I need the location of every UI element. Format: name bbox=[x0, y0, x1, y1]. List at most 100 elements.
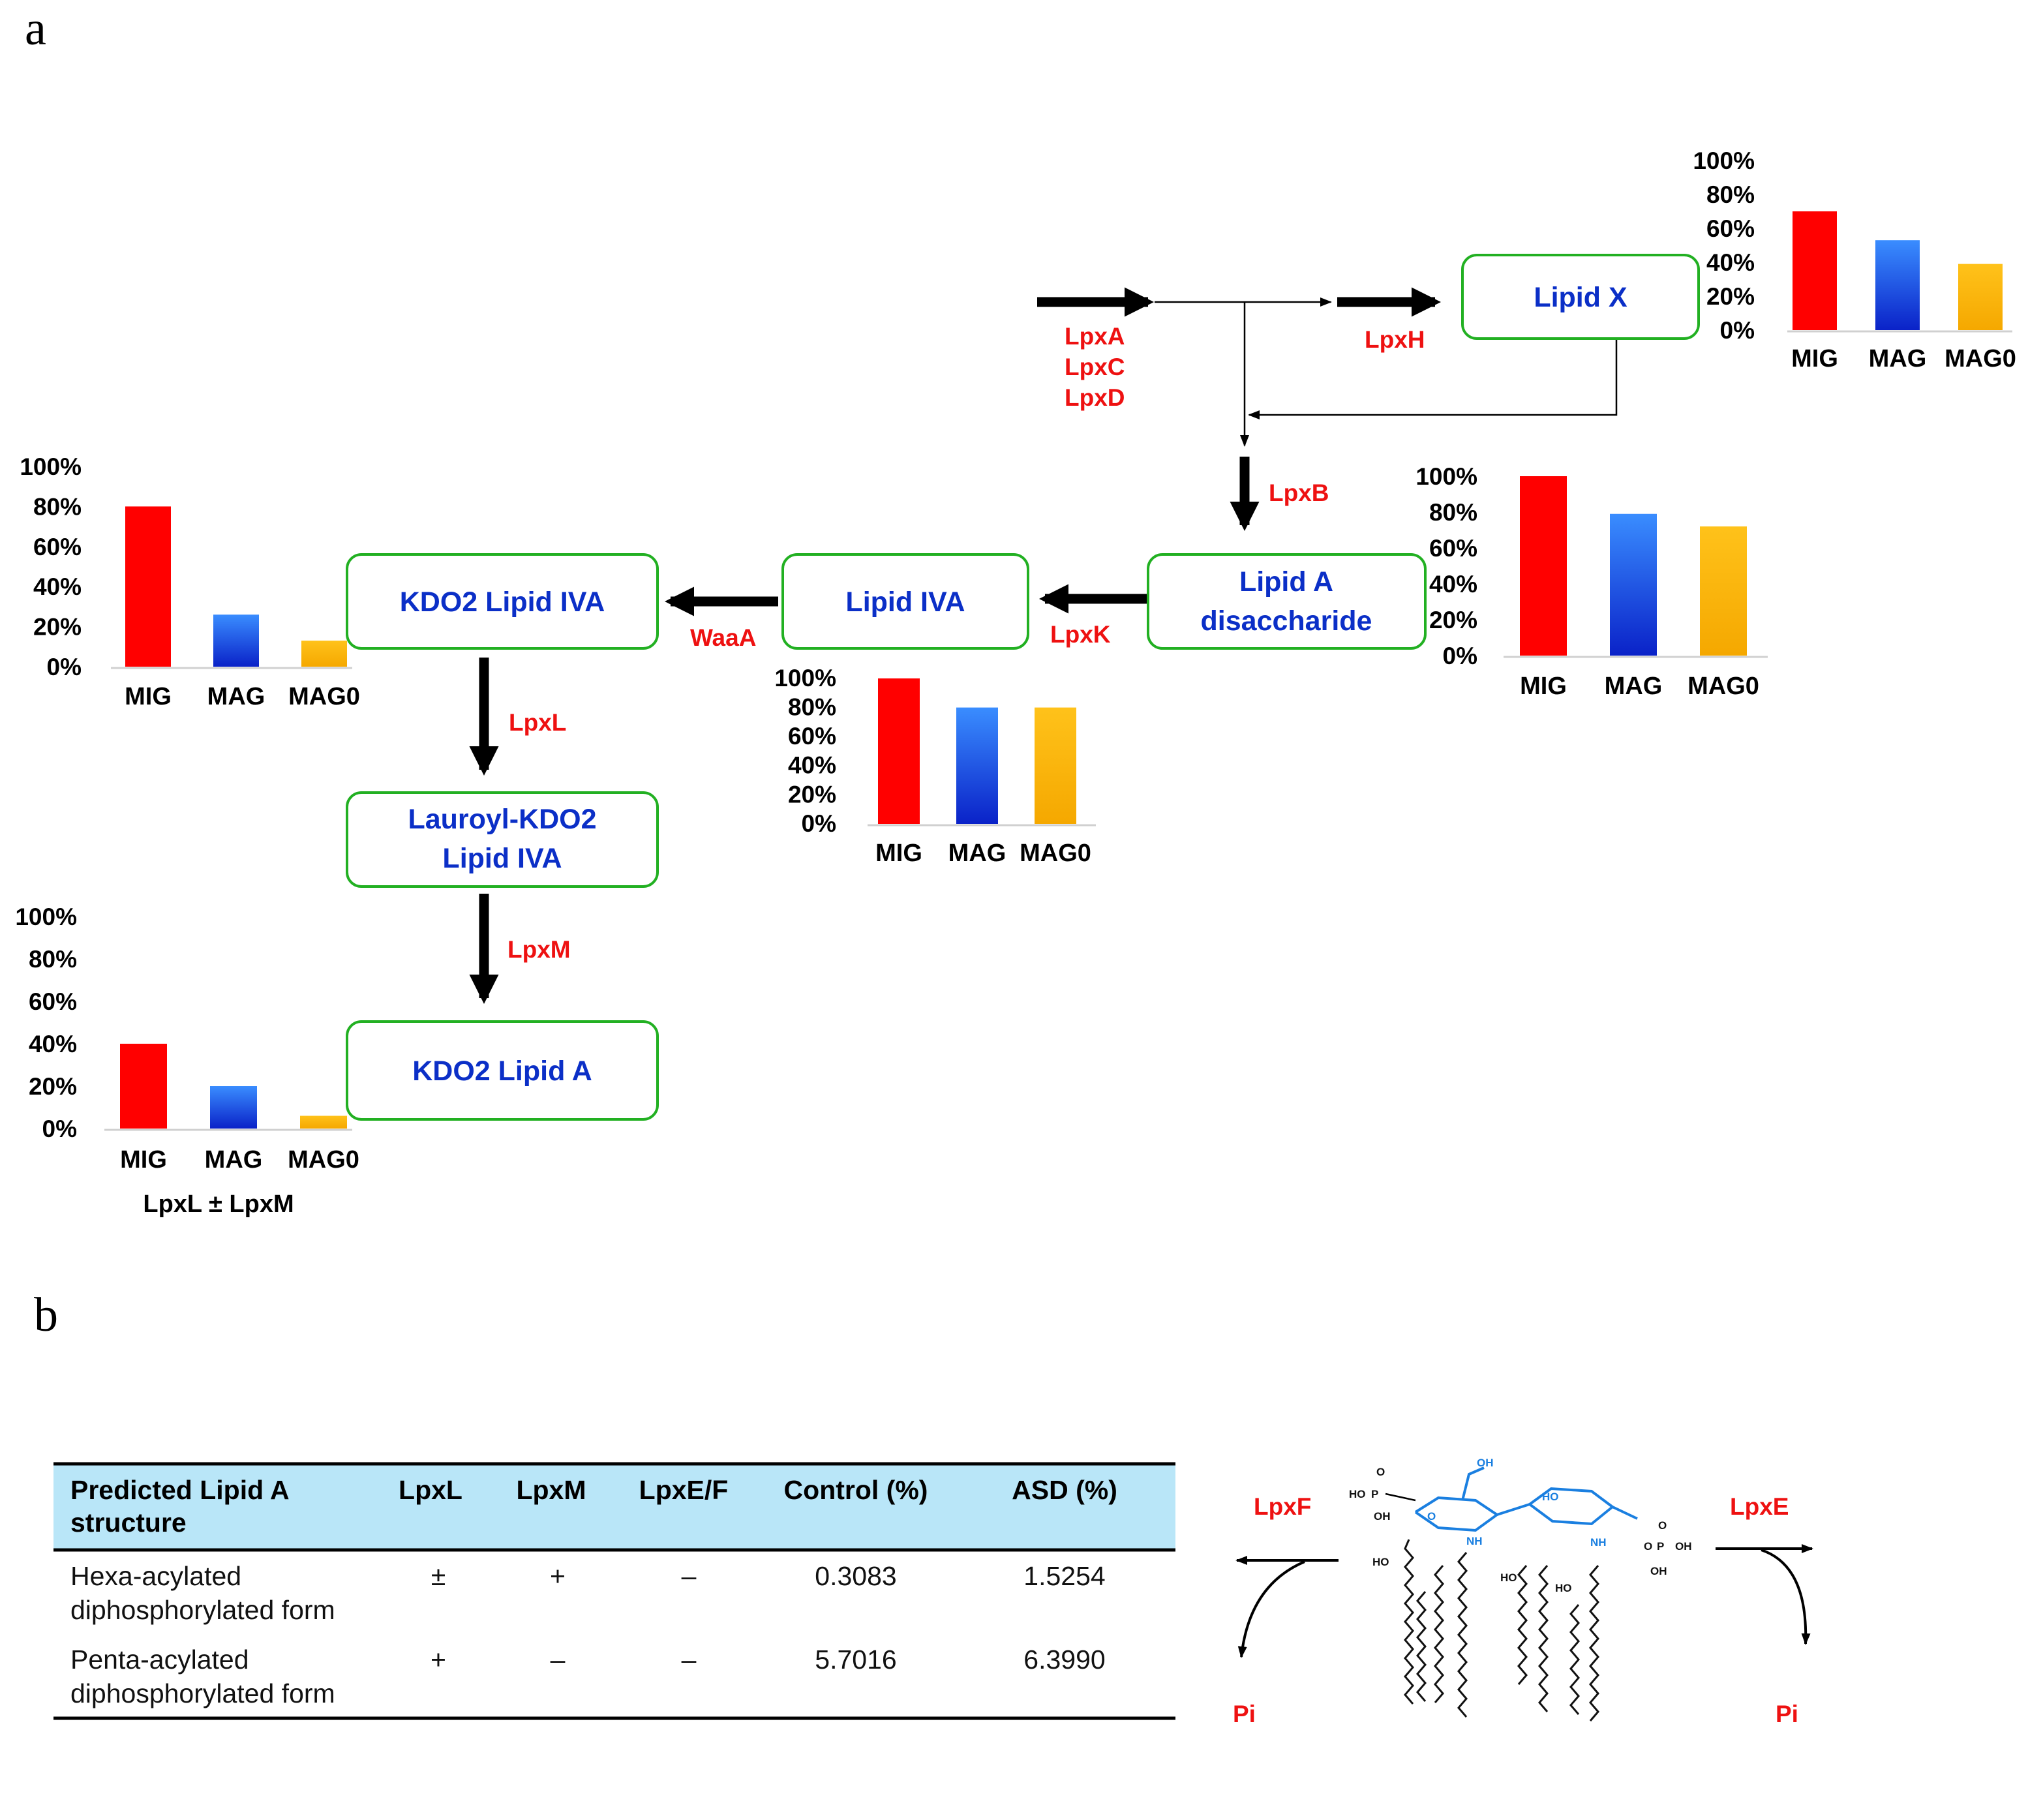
node-lipid-a-disaccharide-label-1: Lipid A bbox=[1239, 566, 1333, 598]
y-tick-label: 20% bbox=[788, 781, 836, 808]
y-tick-label: 0% bbox=[42, 1115, 77, 1142]
cell-lpxm: + bbox=[550, 1561, 566, 1591]
node-lipid-a-disaccharide: Lipid A disaccharide bbox=[1147, 553, 1427, 650]
chem-p2: P bbox=[1657, 1540, 1664, 1553]
category-label-mig: MIG bbox=[1791, 345, 1838, 372]
category-label-mig: MIG bbox=[1520, 673, 1567, 700]
node-lipid-iva: Lipid IVA bbox=[781, 553, 1029, 650]
y-tick-label: 20% bbox=[1429, 607, 1477, 633]
chem-ho-a2: HO bbox=[1500, 1571, 1517, 1584]
category-label-mag0: MAG0 bbox=[1945, 345, 2016, 372]
category-label-mag: MAG bbox=[1869, 345, 1927, 372]
cell-asd: 6.3990 bbox=[1023, 1645, 1105, 1675]
bar-mag0 bbox=[301, 641, 347, 667]
chem-ho-a1: HO bbox=[1372, 1556, 1389, 1568]
enzyme-lpxb: LpxB bbox=[1269, 479, 1329, 506]
chem-o-p2a: O bbox=[1644, 1540, 1652, 1553]
enzyme-lpxh: LpxH bbox=[1365, 326, 1425, 353]
node-lipid-iva-label: Lipid IVA bbox=[845, 586, 965, 618]
bar-chart-kdo2-lipid-iva: 100% 80% 60% 40% 20% 0% MIG MAG MAG0 bbox=[20, 453, 360, 710]
chem-o-p2b: O bbox=[1658, 1519, 1667, 1532]
chart-subtitle: LpxL ± LpxM bbox=[143, 1191, 294, 1218]
th-lpxm: LpxM bbox=[516, 1475, 586, 1505]
y-tick-label: 20% bbox=[1706, 283, 1755, 310]
y-tick-label: 80% bbox=[33, 493, 82, 520]
category-label-mag0: MAG0 bbox=[288, 1146, 359, 1174]
chem-o-ring1: O bbox=[1427, 1510, 1436, 1523]
chem-p1: P bbox=[1371, 1488, 1378, 1500]
node-lauroyl-kdo2-lipid-iva: Lauroyl-KDO2 Lipid IVA bbox=[346, 791, 659, 888]
table-row: Penta-acylated diphosphorylated form + –… bbox=[70, 1645, 1106, 1708]
y-tick-label: 0% bbox=[1720, 317, 1755, 344]
chem-oh-p2a: OH bbox=[1675, 1540, 1692, 1553]
bar-mag0 bbox=[300, 1115, 347, 1129]
cell-lpxl: + bbox=[431, 1645, 446, 1675]
category-label-mag0: MAG0 bbox=[288, 683, 360, 710]
category-label-mag: MAG bbox=[1605, 673, 1663, 700]
bar-mag0 bbox=[1700, 526, 1747, 656]
bar-mig bbox=[125, 506, 171, 667]
bar-chart-lipid-a-disaccharide: 100% 80% 60% 40% 20% 0% MIG MAG MAG0 bbox=[1415, 463, 1768, 700]
lipid-a-structure: OH O HO NH NH HO P O OH O P O OH OH HO H… bbox=[1349, 1457, 1692, 1721]
y-tick-label: 60% bbox=[29, 988, 77, 1015]
chem-ho-p1: HO bbox=[1349, 1488, 1366, 1500]
bar-mag bbox=[210, 1086, 257, 1129]
phosphate-left: HO P O OH bbox=[1349, 1466, 1416, 1523]
cell-lpxm: – bbox=[551, 1645, 566, 1675]
panel-label-a: a bbox=[25, 2, 46, 55]
y-tick-label: 100% bbox=[774, 665, 836, 691]
cell-control: 5.7016 bbox=[815, 1645, 896, 1675]
arrow-lpxe-pi bbox=[1761, 1549, 1811, 1645]
cell-control: 0.3083 bbox=[815, 1561, 896, 1591]
y-tick-label: 40% bbox=[29, 1031, 77, 1057]
category-label-mig: MIG bbox=[120, 1146, 167, 1174]
enzyme-lpxd: LpxD bbox=[1065, 384, 1125, 411]
y-tick-label: 20% bbox=[29, 1073, 77, 1100]
bar-mag0 bbox=[1958, 264, 2003, 330]
chem-nh-2: NH bbox=[1590, 1536, 1607, 1549]
enzyme-lpxa: LpxA bbox=[1065, 323, 1125, 350]
enzyme-waaa: WaaA bbox=[690, 624, 756, 651]
th-structure-1: Predicted Lipid A bbox=[70, 1475, 290, 1505]
cell-lpxef: – bbox=[682, 1561, 697, 1591]
panel-label-b: b bbox=[34, 1288, 58, 1342]
category-label-mag: MAG bbox=[205, 1146, 263, 1174]
y-tick-label: 100% bbox=[15, 903, 77, 930]
bar-mag bbox=[213, 614, 259, 667]
cell-structure-1: Hexa-acylated bbox=[70, 1561, 241, 1591]
bar-mag0 bbox=[1035, 707, 1076, 824]
node-lauroyl-kdo2-label-2: Lipid IVA bbox=[442, 843, 562, 874]
y-tick-label: 100% bbox=[20, 453, 82, 480]
y-tick-label: 100% bbox=[1693, 147, 1755, 174]
lipid-a-table: Predicted Lipid A structure LpxL LpxM Lp… bbox=[53, 1462, 1175, 1720]
arrow-lpxf-pi bbox=[1237, 1560, 1305, 1658]
chem-oh-top: OH bbox=[1477, 1457, 1494, 1469]
cell-lpxl: ± bbox=[431, 1561, 446, 1591]
y-tick-label: 80% bbox=[1706, 181, 1755, 208]
node-kdo2-lipid-a-label: KDO2 Lipid A bbox=[412, 1055, 592, 1087]
y-tick-label: 0% bbox=[802, 810, 836, 837]
th-structure-2: structure bbox=[70, 1508, 187, 1538]
bar-mag bbox=[1875, 240, 1920, 330]
bar-mag bbox=[956, 707, 998, 824]
bar-chart-kdo2-lipid-a: 100% 80% 60% 40% 20% 0% MIG MAG MAG0 LpxL ± LpxM bbox=[15, 903, 359, 1218]
y-tick-label: 60% bbox=[788, 723, 836, 750]
th-asd: ASD (%) bbox=[1012, 1475, 1117, 1505]
enzyme-lpxk: LpxK bbox=[1050, 621, 1111, 648]
y-tick-label: 0% bbox=[1443, 643, 1477, 669]
category-label-mag0: MAG0 bbox=[1020, 840, 1091, 867]
enzyme-lpxf: LpxF bbox=[1254, 1493, 1311, 1520]
enzyme-lpxl: LpxL bbox=[509, 709, 566, 736]
th-control: Control (%) bbox=[784, 1475, 928, 1505]
cell-lpxef: – bbox=[682, 1645, 697, 1675]
category-label-mag0: MAG0 bbox=[1687, 673, 1759, 700]
y-tick-label: 40% bbox=[1706, 249, 1755, 276]
table-row: Hexa-acylated diphosphorylated form ± + … bbox=[70, 1561, 1106, 1625]
lpxf-reaction: LpxF Pi bbox=[1233, 1493, 1339, 1727]
y-tick-label: 0% bbox=[47, 654, 82, 680]
chem-ho-ring2: HO bbox=[1542, 1491, 1559, 1503]
pi-right-label: Pi bbox=[1776, 1701, 1798, 1727]
cell-structure-2: diphosphorylated form bbox=[70, 1595, 335, 1625]
chem-o-p1: O bbox=[1376, 1466, 1385, 1478]
chem-oh-p1: OH bbox=[1374, 1510, 1391, 1523]
